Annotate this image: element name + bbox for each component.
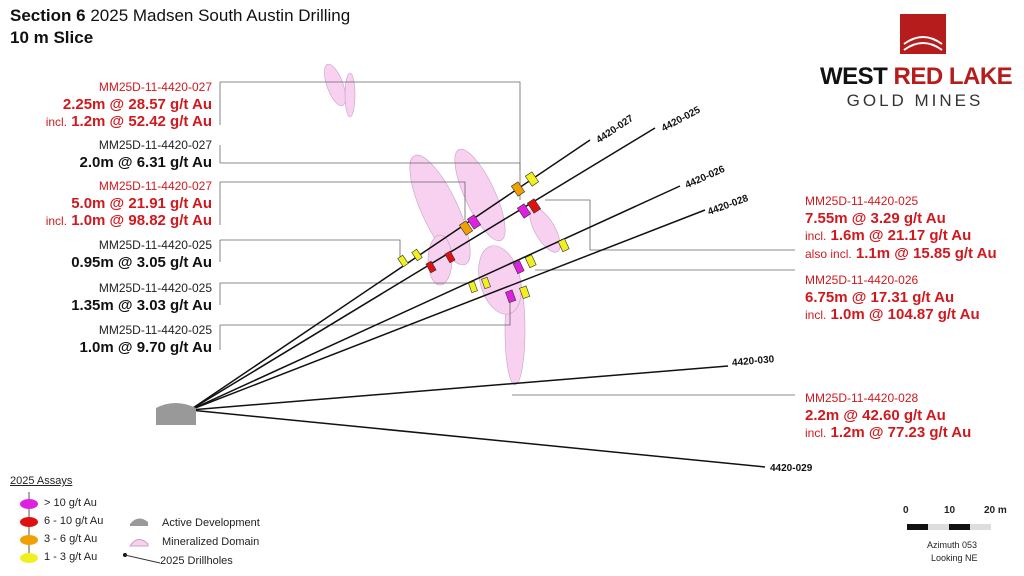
legend-swatches-icon [20,492,38,563]
intercept-label: MM25D-11-4420-028 2.2m @ 42.60 g/t Au inc… [805,391,972,441]
drillholes [189,127,766,468]
mineralized-domain [324,63,561,386]
drillhole-4420-026 [189,185,681,411]
logo-mark-icon [900,14,946,54]
intercept-label: MM25D-11-4420-027 2.25m @ 28.57 g/t Au in… [45,80,212,130]
legend-symbols-icon [123,518,161,564]
intercept-label: MM25D-11-4420-027 5.0m @ 21.91 g/t Au inc… [45,179,212,229]
drillhole-4420-030 [189,365,729,411]
intercept-label: MM25D-11-4420-027 2.0m @ 6.31 g/t Au [79,138,212,171]
page-subtitle: 10 m Slice [10,28,94,47]
intercept-label: MM25D-11-4420-025 0.95m @ 3.05 g/t Au [71,238,212,271]
logo: WEST RED LAKE GOLD MINES [820,10,1020,111]
intercept-label: MM25D-11-4420-026 6.75m @ 17.31 g/t Au in… [805,273,980,323]
drillhole-4420-028 [189,209,706,411]
active-development-icon [156,403,196,425]
intercept-label: MM25D-11-4420-025 1.35m @ 3.03 g/t Au [71,281,212,314]
intercept-label: MM25D-11-4420-025 1.0m @ 9.70 g/t Au [79,323,212,356]
callout-lines [219,81,795,396]
drillhole-4420-025 [189,127,656,411]
assay-intervals [397,171,570,304]
drillhole-label: 4420-029 [770,463,813,474]
drillhole-4420-027 [189,139,591,411]
page-title: Section 6 2025 Madsen South Austin Drill… [10,6,351,25]
drillhole-4420-029 [189,409,766,468]
intercept-label: MM25D-11-4420-025 7.55m @ 3.29 g/t Au inc… [805,194,997,262]
